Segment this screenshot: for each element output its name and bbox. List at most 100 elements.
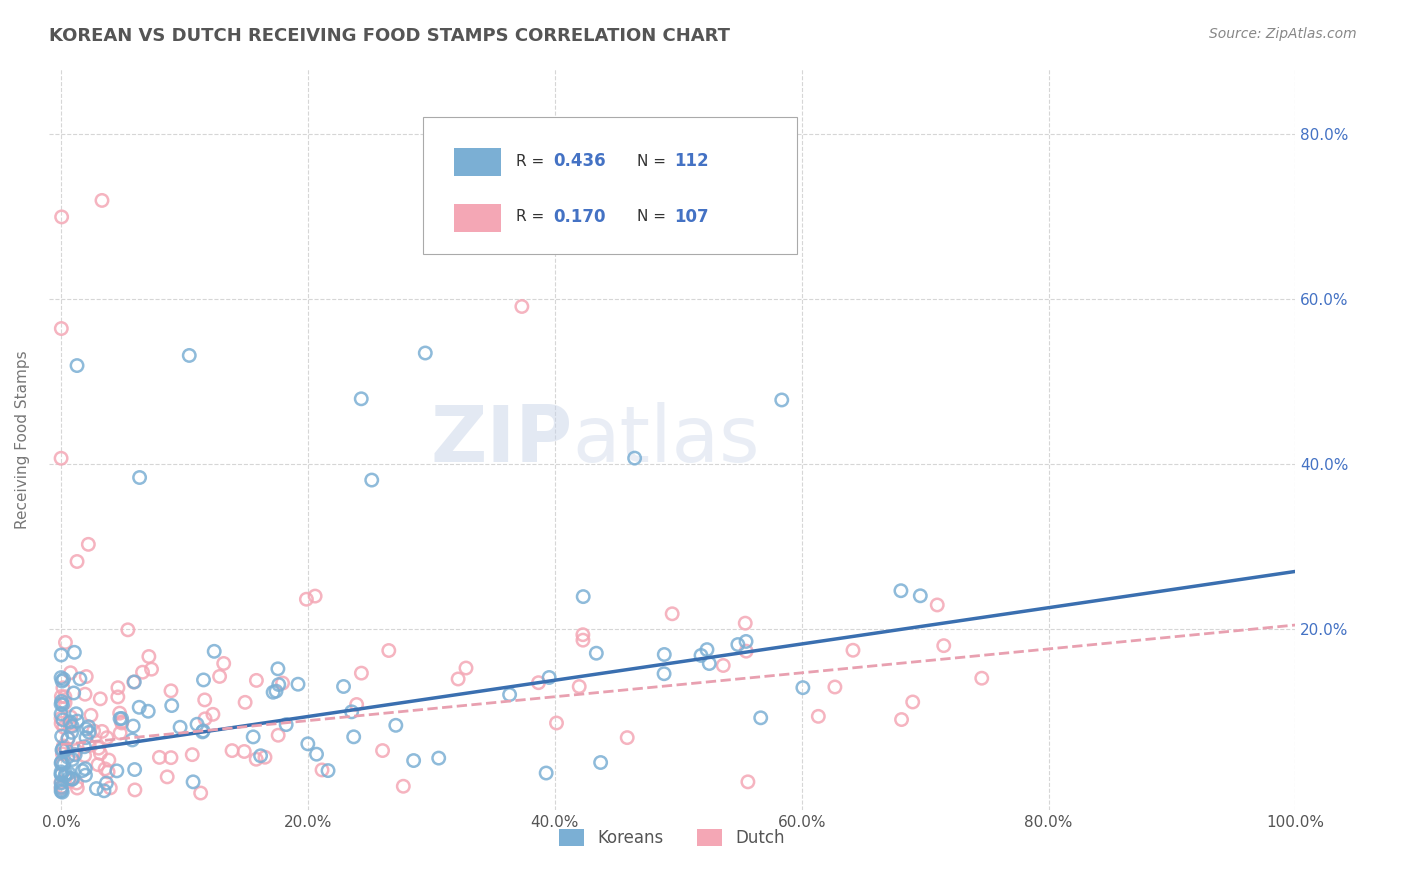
Point [51, 648, 73, 662]
Point [253, 750, 276, 764]
Point [122, 675, 145, 690]
Point [271, 676, 294, 690]
Point [52, 681, 75, 695]
Point [136, 704, 159, 718]
Point [55, 635, 77, 649]
Point [108, 726, 131, 740]
Point [58, 774, 80, 789]
Point [51, 757, 73, 772]
Point [66, 780, 89, 795]
Point [56, 731, 79, 746]
Point [98, 780, 121, 795]
Point [72, 764, 94, 778]
Point [737, 775, 759, 789]
Point [52, 713, 75, 727]
Point [616, 731, 638, 745]
Point [169, 720, 191, 734]
Point [454, 661, 477, 675]
Point [589, 756, 612, 770]
Point [538, 670, 561, 684]
Point [77, 720, 100, 734]
Point [193, 724, 215, 739]
Point [75, 669, 97, 683]
Point [63, 747, 86, 762]
Point [60, 772, 83, 786]
Point [371, 743, 394, 757]
Point [58, 772, 80, 786]
Point [385, 718, 408, 732]
Point [124, 783, 146, 797]
Point [96, 731, 118, 745]
Point [427, 751, 450, 765]
Point [108, 712, 131, 726]
Point [267, 677, 290, 691]
Point [80, 708, 103, 723]
Point [55, 766, 77, 780]
Point [360, 473, 382, 487]
Point [190, 786, 212, 800]
Point [824, 680, 846, 694]
FancyBboxPatch shape [423, 117, 797, 254]
Point [49, 671, 72, 685]
Point [233, 695, 256, 709]
Text: 107: 107 [675, 208, 709, 226]
Point [73, 739, 96, 754]
Point [343, 730, 366, 744]
Point [311, 763, 333, 777]
Point [201, 707, 224, 722]
Point [66, 359, 89, 373]
Point [94, 762, 117, 776]
Point [191, 725, 214, 739]
Point [59, 716, 82, 731]
Point [568, 680, 591, 694]
Point [87, 741, 110, 756]
Point [901, 695, 924, 709]
Point [51, 742, 73, 756]
Point [690, 648, 713, 663]
Point [51, 729, 73, 743]
Point [49, 780, 72, 795]
Point [890, 583, 912, 598]
Point [89, 747, 111, 761]
Point [735, 634, 758, 648]
Point [51, 782, 73, 797]
Point [49, 711, 72, 725]
Point [111, 716, 134, 731]
Point [221, 743, 243, 757]
Point [572, 628, 595, 642]
Point [63, 645, 86, 659]
Point [105, 764, 128, 778]
Point [51, 698, 73, 712]
Point [727, 638, 749, 652]
Point [73, 687, 96, 701]
Point [623, 451, 645, 466]
Point [350, 392, 373, 406]
Point [179, 348, 201, 362]
Point [697, 657, 720, 671]
Text: N =: N = [637, 153, 671, 169]
Point [53, 769, 76, 783]
Point [585, 646, 607, 660]
Point [62, 747, 84, 761]
Point [58, 766, 80, 780]
Point [53, 690, 76, 704]
Point [49, 775, 72, 789]
Point [970, 671, 993, 685]
Point [51, 674, 73, 689]
Point [447, 672, 470, 686]
Point [910, 589, 932, 603]
Point [160, 698, 183, 713]
Point [276, 717, 298, 731]
Y-axis label: Receiving Food Stamps: Receiving Food Stamps [15, 351, 30, 529]
Point [350, 666, 373, 681]
Point [193, 673, 215, 687]
Point [572, 590, 595, 604]
Point [124, 675, 146, 690]
Point [262, 685, 284, 699]
Point [77, 739, 100, 753]
Point [108, 706, 131, 720]
Point [91, 724, 114, 739]
Point [59, 665, 82, 680]
Point [202, 644, 225, 658]
Point [51, 210, 73, 224]
